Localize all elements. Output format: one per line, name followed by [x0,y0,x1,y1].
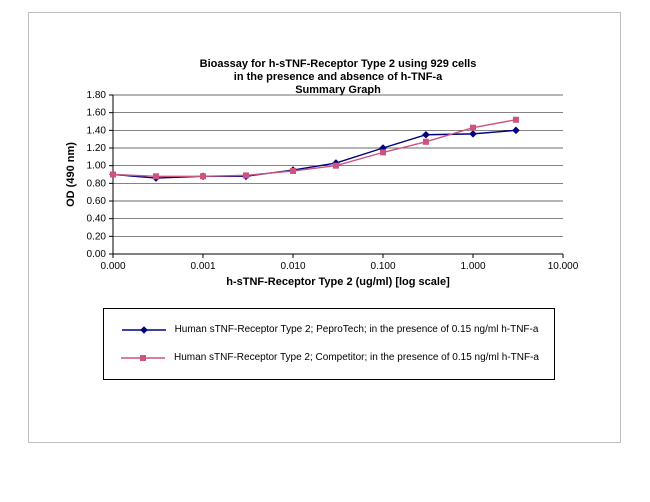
chart-title: Bioassay for h-sTNF-Receptor Type 2 usin… [88,58,588,97]
y-gridlines [109,94,563,255]
svg-text:1.20: 1.20 [87,143,107,154]
svg-text:0.40: 0.40 [87,214,107,225]
legend-item-peprotech: Human sTNF-Receptor Type 2; PeproTech; i… [104,324,554,336]
legend-swatch-peprotech [121,326,166,335]
x-axis-title: h-sTNF-Receptor Type 2 (ug/ml) [log scal… [226,276,450,288]
svg-text:0.100: 0.100 [370,261,395,272]
svg-text:1.40: 1.40 [87,125,107,136]
legend: Human sTNF-Receptor Type 2; PeproTech; i… [103,308,555,380]
svg-text:1.80: 1.80 [87,90,107,101]
axes [112,95,563,255]
chart-title-line-1: Bioassay for h-sTNF-Receptor Type 2 usin… [199,58,477,70]
svg-text:1.60: 1.60 [87,108,107,119]
svg-text:0.00: 0.00 [87,249,107,260]
y-axis-title: OD (490 nm) [65,142,77,207]
svg-text:0.20: 0.20 [87,231,107,242]
series-0 [109,126,520,182]
legend-swatch-competitor [121,354,166,361]
plot-area: 0.00 0.20 0.40 0.60 0.80 1.00 1.20 1.40 1.60 1.80… [65,90,579,272]
chart-title-line-3: Summary Graph [295,84,381,96]
svg-text:1.00: 1.00 [87,161,107,172]
legend-label-competitor: Human sTNF-Receptor Type 2; Competitor; … [174,351,539,363]
svg-text:0.010: 0.010 [280,261,305,272]
x-tick-labels: 0.000 0.001 0.010 0.100 1.000 10.000 [100,254,579,272]
y-tick-labels: 0.00 0.20 0.40 0.60 0.80 1.00 1.20 1.40 1.60 1.80 [87,90,107,260]
svg-text:0.80: 0.80 [87,178,107,189]
legend-item-competitor: Human sTNF-Receptor Type 2; Competitor; … [104,352,554,364]
svg-text:0.000: 0.000 [100,261,125,272]
series-1 [110,116,519,180]
svg-text:10.000: 10.000 [548,261,579,272]
chart-title-line-2: in the presence and absence of h-TNF-a [233,71,443,83]
svg-text:1.000: 1.000 [460,261,485,272]
svg-text:0.60: 0.60 [87,196,107,207]
svg-text:0.001: 0.001 [190,261,215,272]
legend-label-peprotech: Human sTNF-Receptor Type 2; PeproTech; i… [174,324,539,336]
